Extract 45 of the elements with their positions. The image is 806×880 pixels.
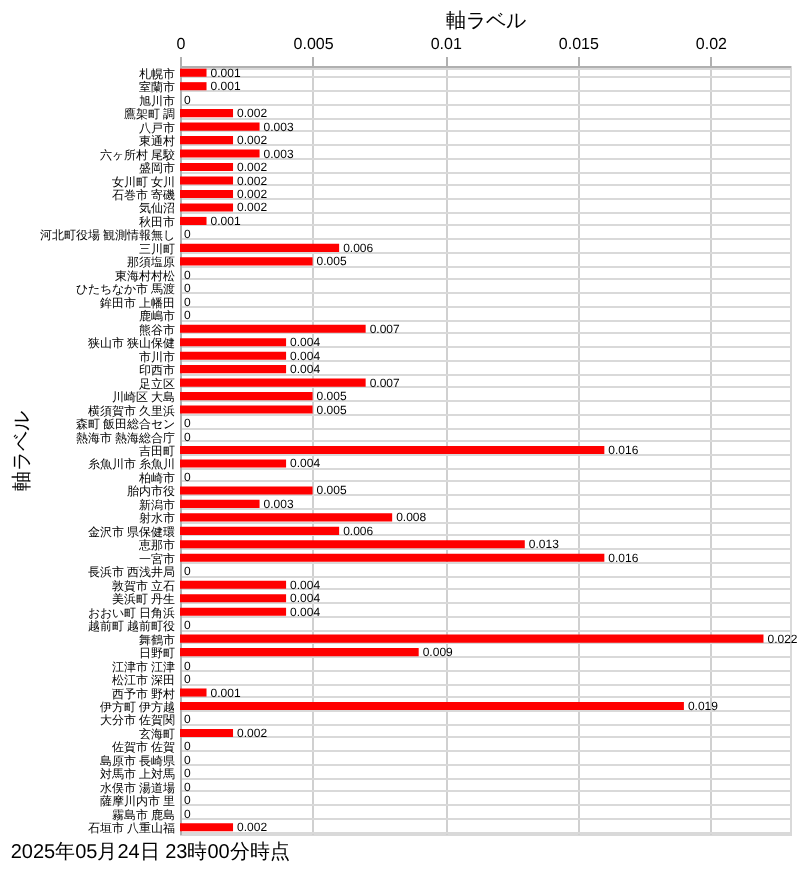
bar xyxy=(180,122,260,131)
bar xyxy=(180,499,260,508)
bar xyxy=(180,163,234,172)
bar xyxy=(180,82,207,91)
bar xyxy=(180,486,313,495)
x-tick-label: 0.005 xyxy=(293,35,335,53)
bar xyxy=(180,405,313,414)
bar xyxy=(180,203,234,212)
x-tick-label: 0.015 xyxy=(558,35,600,53)
bar xyxy=(180,607,287,616)
bar xyxy=(180,68,207,77)
bar xyxy=(180,553,605,562)
bar xyxy=(180,351,287,360)
bar xyxy=(180,594,287,603)
bar xyxy=(180,243,340,252)
bar xyxy=(180,216,207,225)
x-tick-label: 0 xyxy=(176,35,187,53)
bar xyxy=(180,648,419,657)
text: 2025年05月24日 23時00分時点 xyxy=(10,840,290,864)
bar xyxy=(180,688,207,697)
bar xyxy=(180,338,287,347)
bar xyxy=(180,378,366,387)
bar xyxy=(180,189,234,199)
bar xyxy=(180,176,234,185)
bar xyxy=(180,324,366,333)
bar xyxy=(180,136,234,145)
bar xyxy=(180,445,605,455)
bar xyxy=(180,513,393,522)
bar xyxy=(180,526,340,535)
bar xyxy=(180,365,287,374)
bar xyxy=(180,109,234,118)
x-axis-title: 軸ラベル xyxy=(446,9,526,33)
bar xyxy=(180,634,764,643)
bar xyxy=(180,149,260,158)
bar xyxy=(180,540,525,549)
y-axis-title: 軸ラベル xyxy=(9,411,34,491)
bar xyxy=(180,580,287,589)
bar xyxy=(180,728,234,737)
bar xyxy=(180,459,287,468)
bar xyxy=(180,701,684,711)
bar xyxy=(180,392,313,401)
bar xyxy=(180,823,234,832)
x-tick-label: 0.01 xyxy=(430,35,463,53)
x-tick-label: 0.02 xyxy=(695,35,729,53)
bar xyxy=(180,257,313,266)
